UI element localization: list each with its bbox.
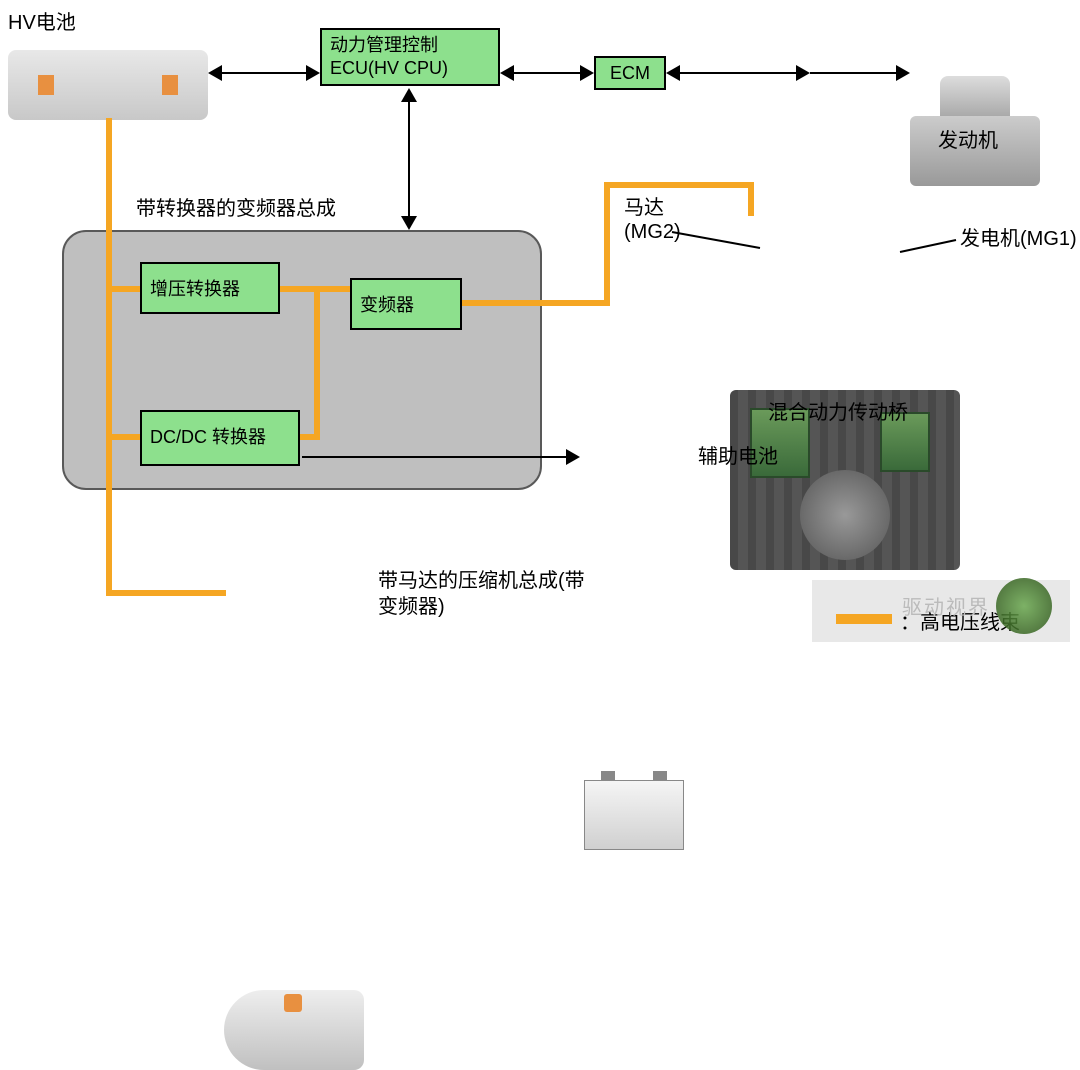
hv-line (106, 434, 142, 440)
watermark-text: 驱动视界 (902, 591, 990, 620)
dcdc-box: DC/DC 转换器 (140, 410, 300, 466)
generator-label: 发电机(MG1) (960, 222, 1077, 251)
compressor-image (224, 990, 364, 1070)
arrow (302, 456, 578, 458)
ecm-box: ECM (594, 56, 666, 90)
compressor-line1: 带马达的压缩机总成(带 (378, 568, 585, 594)
hv-line (300, 434, 320, 440)
pm-ecu-box: 动力管理控制 ECU(HV CPU) (320, 28, 500, 86)
hv-battery-image (8, 50, 208, 120)
hv-line (106, 590, 226, 596)
inverter-assembly-label: 带转换器的变频器总成 (136, 192, 336, 221)
hv-battery-label: HV电池 (8, 6, 76, 35)
inverter-box: 变频器 (350, 278, 462, 330)
hv-line (314, 286, 320, 434)
legend-hv-line (836, 614, 892, 624)
pm-ecu-line2: ECU(HV CPU) (330, 57, 448, 80)
hv-line (106, 118, 112, 596)
boost-converter-box: 增压转换器 (140, 262, 280, 314)
inverter-assembly-container (62, 230, 542, 490)
compressor-line2: 变频器) (378, 594, 585, 620)
arrow (210, 72, 318, 74)
arrow (408, 90, 410, 228)
hv-line (460, 300, 610, 306)
motor-line1: 马达 (624, 196, 681, 220)
compressor-label: 带马达的压缩机总成(带 变频器) (378, 568, 585, 620)
arrow (502, 72, 592, 74)
hv-line (604, 182, 754, 188)
motor-line2: (MG2) (624, 220, 681, 244)
aux-battery-image (584, 780, 684, 850)
engine-label: 发动机 (938, 124, 998, 153)
aux-battery-label: 辅助电池 (698, 440, 778, 469)
watermark-icon (996, 578, 1052, 634)
hv-line (604, 182, 610, 306)
hv-line (748, 182, 754, 216)
hv-line (106, 286, 142, 292)
arrow (668, 72, 808, 74)
pm-ecu-line1: 动力管理控制 (330, 34, 438, 57)
motor-label: 马达 (MG2) (624, 196, 681, 244)
transaxle-label: 混合动力传动桥 (768, 396, 908, 425)
arrow (810, 72, 908, 74)
